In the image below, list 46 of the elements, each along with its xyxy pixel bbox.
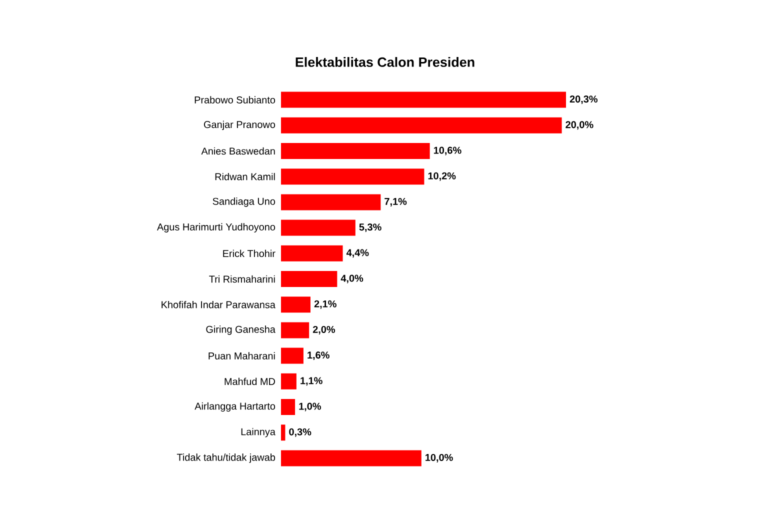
- y-tick-label: Sandiaga Uno: [212, 198, 276, 207]
- y-tick-label: Mahfud MD: [224, 378, 275, 386]
- y-tick-label: Ridwan Kamil: [215, 172, 275, 180]
- y-tick-label: Puan Maharani: [208, 352, 275, 360]
- y-tick-label: Tri Rismaharini: [209, 275, 275, 283]
- bar: [281, 168, 424, 185]
- bar: [281, 424, 286, 441]
- chart-title: Elektabilitas Calon Presiden: [296, 57, 474, 67]
- data-label: 1,6%: [308, 352, 330, 360]
- data-label: 1,1%: [300, 377, 322, 386]
- y-tick-label: Tidak tahu/tidak jawab: [176, 454, 276, 463]
- y-tick-label: Lainnya: [241, 428, 276, 438]
- data-label: 20,3%: [570, 96, 598, 104]
- bar: [281, 373, 296, 390]
- data-label: 5,3%: [359, 224, 382, 232]
- bar: [281, 92, 566, 108]
- y-tick-label: Khofifah Indar Parawansa: [162, 300, 276, 308]
- y-tick-label: Giring Ganesha: [206, 326, 276, 335]
- bar: [281, 143, 430, 159]
- y-tick-label: Airlangga Hartarto: [194, 402, 276, 412]
- bar: [281, 322, 310, 338]
- data-label: 10,2%: [428, 172, 456, 181]
- bar: [281, 271, 338, 288]
- data-label: 10,6%: [434, 146, 462, 156]
- data-label: 1,0%: [299, 402, 322, 412]
- data-label: 20,0%: [566, 121, 594, 130]
- bar: [281, 450, 422, 466]
- data-label: 4,4%: [346, 249, 369, 258]
- data-label: 2,0%: [312, 326, 336, 334]
- y-tick-label: Agus Harimurti Yudhoyono: [156, 223, 276, 232]
- y-tick-label: Ganjar Pranowo: [204, 120, 276, 130]
- bar: [281, 117, 562, 134]
- data-label: 0,3%: [289, 428, 312, 437]
- y-tick-label: Erick Thohir: [223, 250, 276, 258]
- data-label: 10,0%: [426, 454, 453, 462]
- bar: [281, 348, 304, 364]
- bar: [281, 220, 356, 236]
- bar: [281, 194, 381, 210]
- bar: [281, 296, 310, 313]
- y-tick-label: Anies Baswedan: [201, 147, 275, 155]
- y-tick-label: Prabowo Subianto: [194, 96, 276, 104]
- bar: [281, 245, 343, 262]
- data-label: 2,1%: [314, 300, 336, 309]
- data-label: 7,1%: [384, 198, 407, 206]
- data-label: 4,0%: [340, 274, 364, 284]
- bar: [281, 399, 296, 416]
